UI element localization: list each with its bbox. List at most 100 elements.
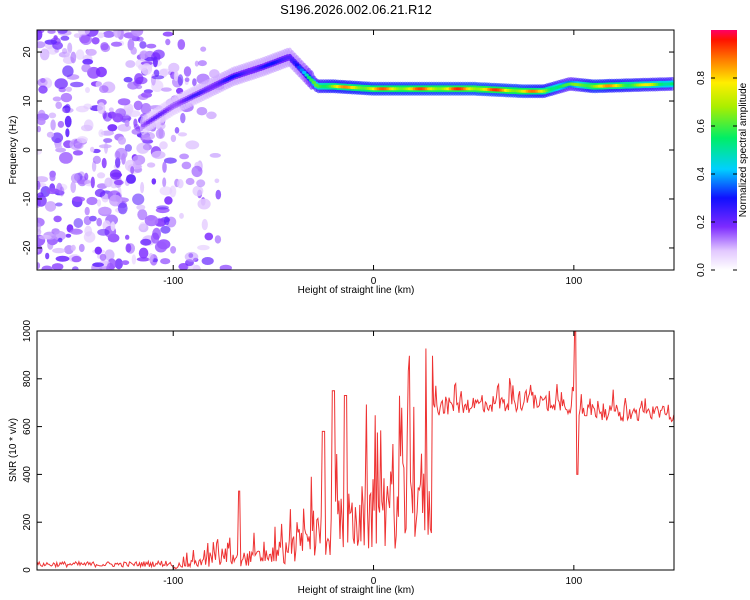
noise-blob — [72, 150, 84, 156]
noise-blob — [98, 144, 112, 149]
noise-blob — [139, 50, 149, 60]
noise-blob — [177, 39, 186, 50]
noise-blob — [46, 188, 60, 195]
colorbar-tick-label: 0.6 — [696, 119, 707, 133]
noise-blob — [131, 254, 137, 265]
y-tick-label: 1000 — [22, 319, 33, 342]
noise-blob — [96, 199, 102, 207]
ridge-core — [309, 78, 314, 82]
snr-series — [37, 331, 674, 570]
noise-blob — [200, 46, 207, 52]
noise-blob — [75, 105, 89, 113]
heatmap-y-label: Frequency (Hz) — [8, 116, 19, 185]
noise-blob — [113, 30, 122, 38]
y-tick-label: 0 — [22, 147, 33, 153]
noise-blob — [133, 100, 143, 111]
noise-blob — [113, 179, 124, 186]
noise-blob — [183, 66, 192, 77]
noise-blob — [84, 172, 89, 181]
snr-plot: -100 0 100 0 200 400 600 800 1000 Height of str… — [8, 319, 675, 596]
noise-blob — [121, 115, 132, 122]
colorbar: 0.0 0.2 0.4 0.6 0.8 Normalized spectral ampl… — [696, 30, 749, 277]
y-tick-label: -10 — [22, 191, 33, 206]
noise-blob — [219, 264, 232, 270]
noise-blob — [197, 198, 211, 210]
noise-blob — [45, 201, 57, 212]
noise-blob — [92, 262, 104, 268]
noise-blob — [85, 87, 90, 93]
noise-blob — [153, 69, 160, 77]
y-tick-label: 200 — [22, 513, 33, 530]
y-tick-label: 0 — [22, 567, 33, 573]
noise-blob — [115, 157, 121, 169]
noise-blob — [123, 76, 133, 83]
noise-blob — [74, 142, 84, 149]
noise-blob — [84, 225, 93, 237]
noise-blob — [151, 75, 165, 80]
noise-blob — [155, 128, 165, 139]
noise-blob — [192, 185, 204, 197]
noise-blob — [59, 152, 73, 164]
noise-blob — [159, 141, 168, 150]
noise-blob — [53, 215, 62, 223]
noise-blob — [209, 153, 221, 158]
noise-blob — [64, 115, 72, 128]
x-tick-label: 0 — [371, 276, 377, 287]
noise-blob — [37, 192, 44, 198]
noise-blob — [177, 74, 184, 86]
noise-blob — [135, 84, 143, 90]
noise-blob — [177, 179, 184, 189]
ridge-core — [669, 82, 674, 86]
noise-blob — [72, 266, 79, 270]
noise-blob — [103, 138, 113, 143]
noise-blob — [165, 38, 171, 46]
noise-blob — [70, 173, 80, 183]
noise-blob — [162, 161, 167, 173]
heatmap-y-ticks: 20 10 0 -10 -20 — [22, 46, 674, 255]
noise-blob — [140, 181, 145, 194]
noise-blob — [62, 48, 68, 54]
colorbar-gradient — [711, 30, 737, 270]
noise-blob — [151, 178, 157, 185]
noise-blob — [159, 68, 168, 78]
noise-blob — [95, 81, 103, 88]
snr-frame — [36, 330, 675, 571]
noise-blob — [38, 234, 52, 240]
noise-blob — [192, 78, 197, 87]
x-tick-label: 0 — [371, 576, 377, 587]
x-tick-label: -100 — [163, 576, 183, 587]
noise-blob — [139, 222, 147, 230]
noise-blob — [125, 243, 132, 253]
noise-blob — [112, 113, 124, 123]
noise-blob — [81, 124, 93, 132]
noise-blob — [196, 107, 208, 116]
noise-blob — [85, 48, 97, 56]
noise-blob — [38, 85, 48, 94]
noise-blob — [214, 178, 220, 184]
noise-blob — [65, 86, 73, 92]
noise-blob — [179, 212, 184, 219]
noise-blob — [97, 172, 106, 179]
noise-blob — [57, 120, 65, 128]
noise-blob — [98, 129, 105, 138]
noise-blob — [117, 202, 128, 215]
noise-blob — [92, 155, 101, 164]
noise-blob — [84, 206, 90, 216]
noise-blob — [127, 110, 141, 117]
colorbar-tick-label: 0.0 — [696, 263, 707, 277]
snr-x-ticks: -100 0 100 — [163, 331, 583, 587]
noise-blob — [75, 49, 85, 60]
noise-blob — [170, 134, 177, 143]
noise-blob — [184, 251, 199, 262]
noise-blob — [154, 241, 168, 253]
noise-blob — [168, 62, 180, 73]
ridge-core — [287, 55, 292, 60]
noise-blob — [185, 177, 195, 186]
noise-blob — [47, 240, 54, 250]
noise-blob — [160, 225, 171, 234]
noise-blob — [44, 39, 58, 45]
noise-blob — [52, 247, 66, 254]
noise-blob — [124, 144, 132, 152]
noise-blob — [173, 71, 179, 82]
noise-blob — [174, 127, 180, 134]
